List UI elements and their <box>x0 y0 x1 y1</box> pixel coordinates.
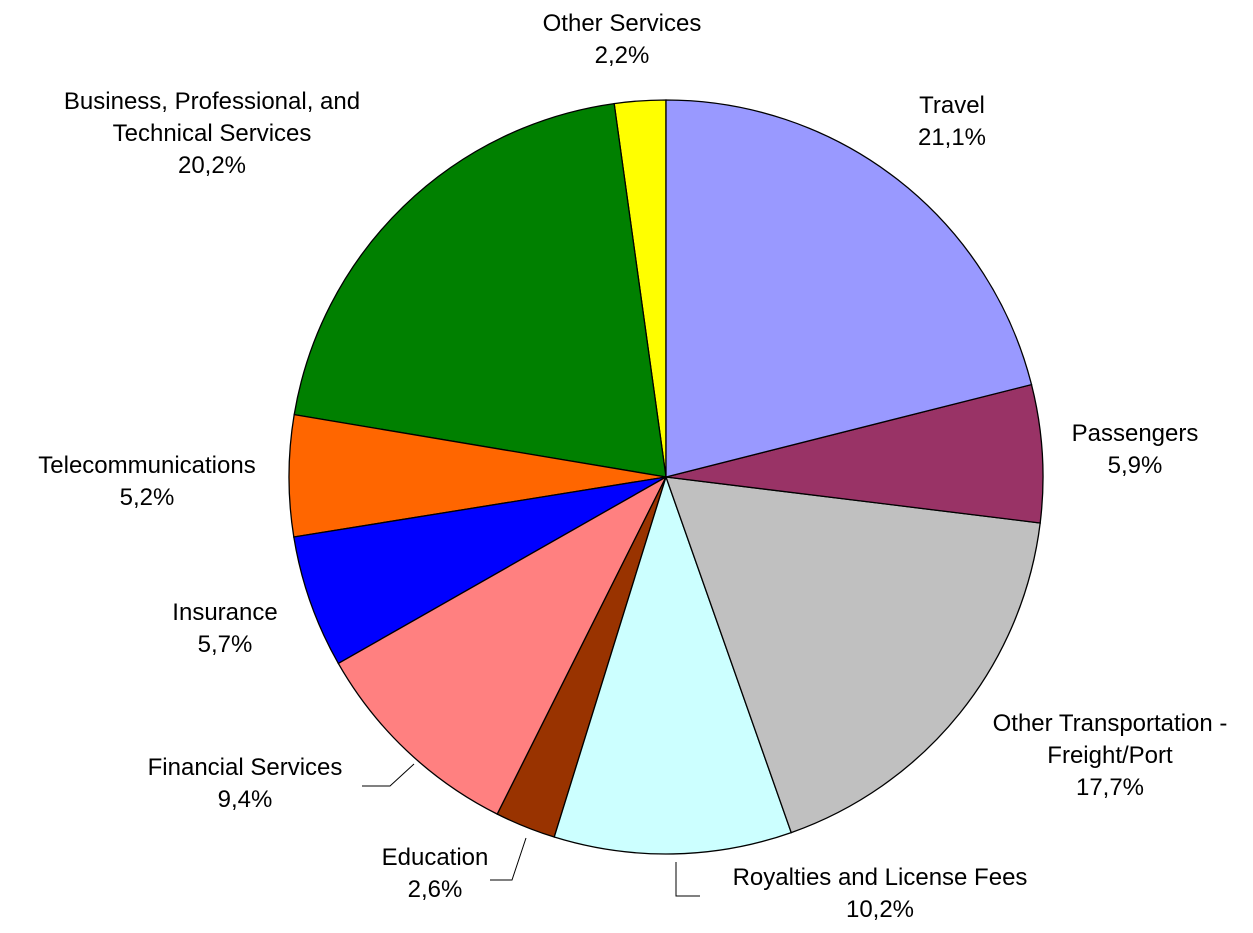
value-label: 21,1% <box>917 124 987 151</box>
category-label: Insurance <box>172 599 278 626</box>
pie-slice <box>293 102 667 478</box>
slice-label: Passengers 5,9% <box>1035 418 1235 482</box>
category-label: Passengers <box>1071 420 1199 447</box>
value-label: 17,7% <box>1075 774 1145 801</box>
slice-label: Financial Services 9,4% <box>95 752 395 816</box>
category-label: Education <box>381 844 489 871</box>
value-label: 5,2% <box>119 484 175 511</box>
category-label: Business, Professional, and Technical Se… <box>63 88 361 147</box>
pie-slice <box>665 99 1033 478</box>
leader-line <box>490 837 527 881</box>
leader-line <box>362 763 415 787</box>
slice-label: Travel 21,1% <box>852 90 1052 154</box>
pie-slice <box>665 383 1044 524</box>
value-label: 9,4% <box>217 786 273 813</box>
value-label: 20,2% <box>177 152 247 179</box>
value-label: 5,9% <box>1107 452 1163 479</box>
category-label: Financial Services <box>147 754 343 781</box>
category-label: Royalties and License Fees <box>732 864 1028 891</box>
slice-label: Telecommunications 5,2% <box>2 450 292 514</box>
pie-slice <box>553 474 793 855</box>
leader-line <box>675 862 700 897</box>
category-label: Other Transportation - Freight/Port <box>992 710 1228 769</box>
pie-slice <box>665 476 1041 834</box>
value-label: 2,2% <box>594 42 650 69</box>
category-label: Travel <box>919 92 985 119</box>
value-label: 2,6% <box>407 876 463 903</box>
value-label: 5,7% <box>197 631 253 658</box>
slice-label: Royalties and License Fees 10,2% <box>680 862 1080 926</box>
category-label: Other Services <box>542 10 702 37</box>
slice-label: Other Services 2,2% <box>497 8 747 72</box>
slice-label: Education 2,6% <box>335 842 535 906</box>
slice-label: Other Transportation - Freight/Port 17,7% <box>965 708 1253 804</box>
slice-label: Insurance 5,7% <box>125 597 325 661</box>
slice-label: Business, Professional, and Technical Se… <box>22 86 402 182</box>
pie-slice <box>293 476 667 665</box>
pie-slice <box>337 475 668 816</box>
category-label: Telecommunications <box>38 452 256 479</box>
value-label: 10,2% <box>845 896 915 923</box>
